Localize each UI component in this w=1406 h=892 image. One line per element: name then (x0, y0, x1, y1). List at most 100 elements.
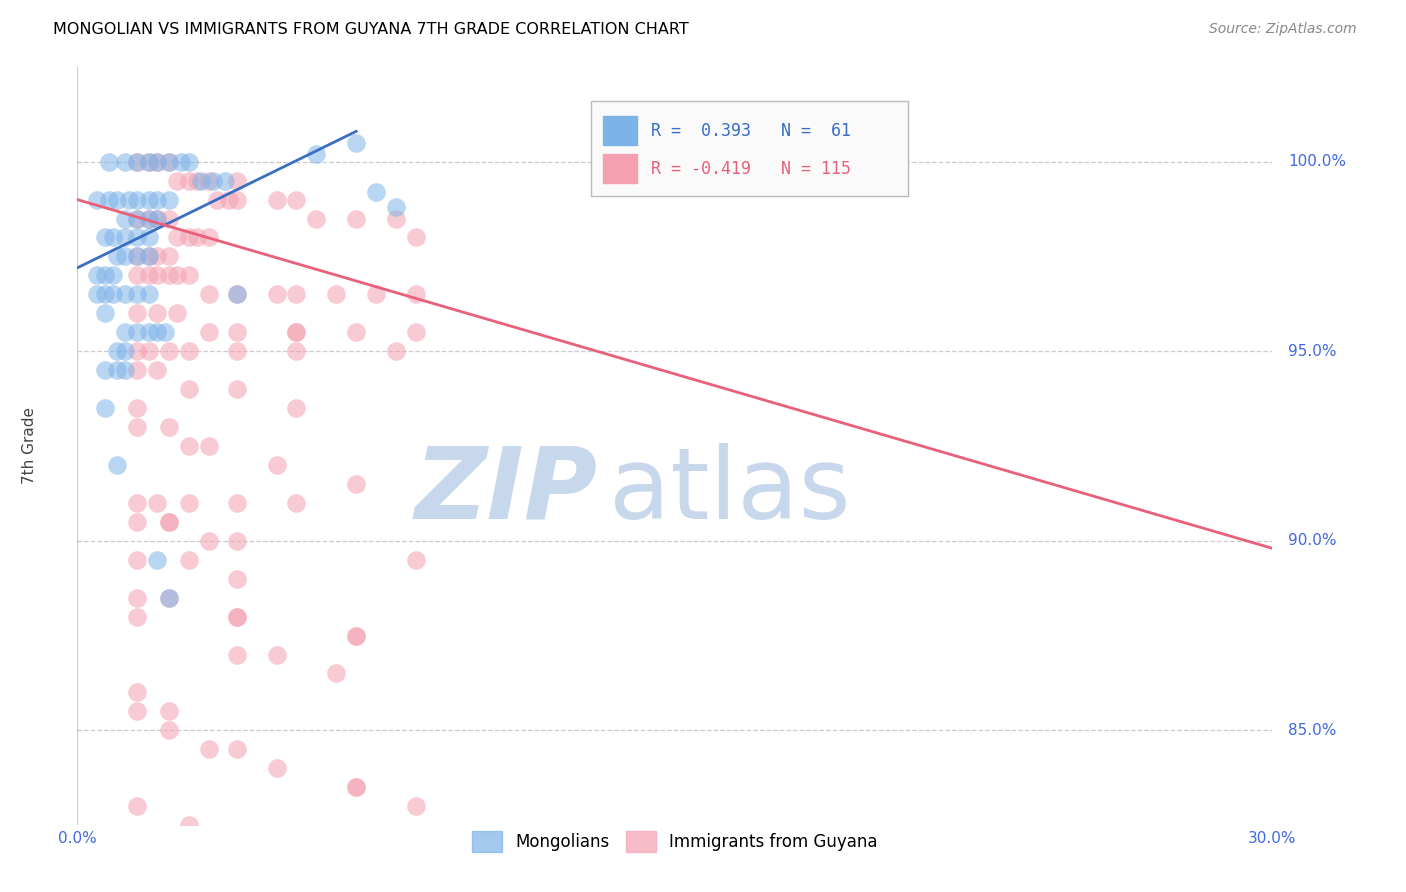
Text: R = -0.419   N = 115: R = -0.419 N = 115 (651, 161, 851, 178)
Point (197, 325, 219, 339)
Text: ZIP: ZIP (415, 443, 598, 540)
Text: atlas: atlas (609, 443, 851, 540)
Point (405, 552, 427, 567)
Point (138, 211, 160, 226)
Text: Source: ZipAtlas.com: Source: ZipAtlas.com (1209, 22, 1357, 37)
Point (190, 173, 212, 187)
Point (94, 287, 117, 301)
Point (127, 154, 149, 169)
Point (138, 325, 160, 339)
Point (105, 363, 128, 377)
Point (103, 268, 124, 283)
Point (385, 211, 408, 226)
Point (197, 173, 219, 187)
Point (344, 780, 367, 795)
Point (103, 230, 124, 244)
Point (344, 211, 367, 226)
Point (157, 249, 180, 263)
Point (186, 230, 208, 244)
Point (127, 704, 149, 718)
Point (127, 591, 149, 605)
Text: 30.0%: 30.0% (1249, 830, 1296, 846)
Point (105, 458, 128, 472)
Point (344, 476, 367, 491)
Point (157, 704, 180, 718)
Point (114, 363, 136, 377)
Point (177, 344, 200, 359)
Point (225, 609, 247, 624)
Point (127, 268, 149, 283)
Point (105, 344, 128, 359)
Point (94, 401, 117, 415)
Point (146, 249, 169, 263)
Point (344, 628, 367, 642)
Text: MONGOLIAN VS IMMIGRANTS FROM GUYANA 7TH GRADE CORRELATION CHART: MONGOLIAN VS IMMIGRANTS FROM GUYANA 7TH … (53, 22, 689, 37)
Point (127, 230, 149, 244)
Point (285, 193, 308, 207)
Point (177, 173, 200, 187)
Point (157, 515, 180, 529)
Text: R =  0.393   N =  61: R = 0.393 N = 61 (651, 122, 851, 140)
Point (325, 287, 347, 301)
Point (127, 685, 149, 699)
Point (127, 211, 149, 226)
Point (325, 666, 347, 681)
Point (225, 742, 247, 756)
Point (197, 439, 219, 453)
Point (266, 648, 288, 662)
Point (146, 211, 169, 226)
Point (103, 287, 124, 301)
Point (170, 154, 193, 169)
Point (225, 287, 247, 301)
Point (146, 193, 169, 207)
FancyBboxPatch shape (592, 101, 908, 196)
Point (138, 230, 160, 244)
Point (225, 287, 247, 301)
Point (127, 193, 149, 207)
Point (157, 875, 180, 889)
Point (98, 193, 121, 207)
Point (157, 154, 180, 169)
Point (146, 363, 169, 377)
Point (197, 230, 219, 244)
Point (225, 193, 247, 207)
Point (127, 496, 149, 510)
Point (98, 154, 121, 169)
Point (225, 325, 247, 339)
Point (157, 591, 180, 605)
Point (177, 552, 200, 567)
Point (285, 496, 308, 510)
Point (114, 211, 136, 226)
Point (94, 306, 117, 320)
Point (405, 325, 427, 339)
FancyBboxPatch shape (603, 154, 637, 183)
Point (127, 249, 149, 263)
Point (114, 287, 136, 301)
Point (225, 572, 247, 586)
Legend: Mongolians, Immigrants from Guyana: Mongolians, Immigrants from Guyana (465, 825, 884, 858)
Point (127, 287, 149, 301)
Point (127, 401, 149, 415)
Text: 90.0%: 90.0% (1288, 533, 1337, 549)
Point (146, 496, 169, 510)
Point (127, 552, 149, 567)
Point (157, 420, 180, 434)
Point (285, 325, 308, 339)
Point (166, 268, 188, 283)
Text: 7th Grade: 7th Grade (22, 408, 37, 484)
Point (205, 193, 228, 207)
Point (266, 458, 288, 472)
Point (177, 439, 200, 453)
Point (177, 496, 200, 510)
Point (127, 249, 149, 263)
Point (127, 363, 149, 377)
Point (114, 249, 136, 263)
Point (285, 401, 308, 415)
Point (405, 287, 427, 301)
Point (127, 211, 149, 226)
Point (201, 173, 224, 187)
Point (94, 268, 117, 283)
Point (405, 230, 427, 244)
Point (225, 648, 247, 662)
Point (344, 780, 367, 795)
